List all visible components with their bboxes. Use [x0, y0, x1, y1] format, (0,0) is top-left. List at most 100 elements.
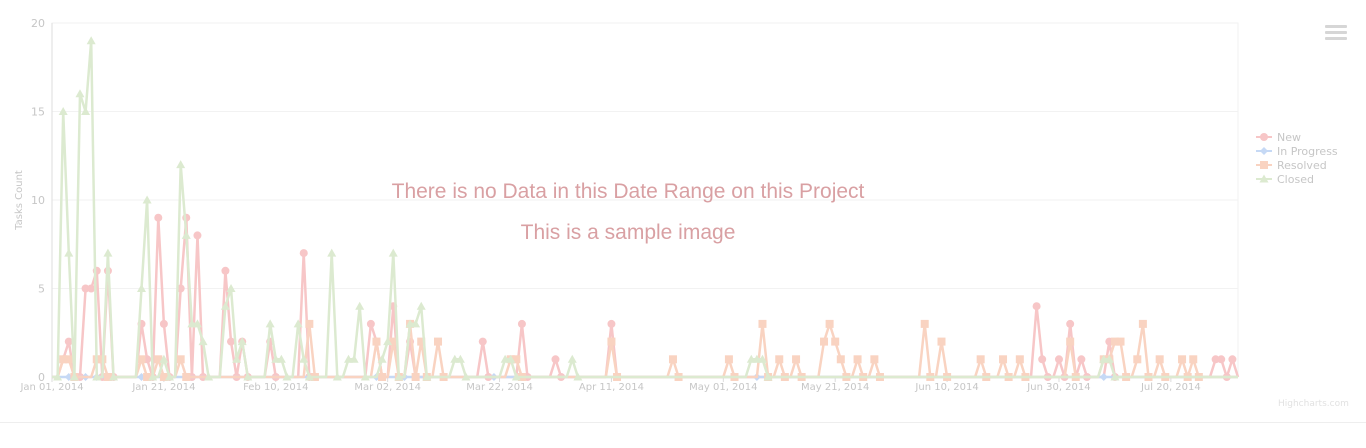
- data-point: [227, 337, 236, 346]
- data-point: [59, 355, 68, 364]
- data-point: [87, 284, 96, 293]
- data-point: [349, 354, 359, 363]
- data-point: [1038, 355, 1047, 364]
- no-data-message: There is no Data in this Date Range on t…: [391, 180, 865, 203]
- data-point: [1077, 355, 1086, 364]
- x-tick-label: Jun 30, 2014: [1026, 382, 1090, 393]
- data-point: [763, 372, 773, 381]
- y-tick-label: 10: [31, 194, 45, 207]
- data-point: [512, 355, 521, 364]
- data-point: [154, 355, 163, 364]
- legend-item-label: In Progress: [1277, 145, 1338, 158]
- data-point: [304, 372, 314, 381]
- legend-marker: [1259, 174, 1269, 183]
- data-point: [1189, 355, 1198, 364]
- data-point: [478, 337, 487, 346]
- bottom-divider: [0, 422, 1366, 423]
- data-point: [1015, 355, 1024, 364]
- data-point: [198, 337, 208, 346]
- data-point: [182, 373, 191, 381]
- data-point: [164, 372, 174, 381]
- data-point: [372, 337, 381, 346]
- data-point: [1110, 372, 1120, 381]
- y-tick-label: 5: [38, 283, 45, 296]
- menu-bar: [1325, 37, 1347, 40]
- data-point: [775, 355, 784, 364]
- data-point: [825, 319, 834, 328]
- data-point: [282, 372, 292, 381]
- data-point: [668, 355, 677, 364]
- data-point: [937, 337, 946, 346]
- data-point: [573, 372, 583, 381]
- data-point: [388, 248, 398, 257]
- data-point: [75, 89, 85, 98]
- y-tick-label: 15: [31, 106, 45, 119]
- data-point: [383, 337, 393, 346]
- data-point: [389, 337, 398, 346]
- data-point: [137, 284, 147, 292]
- data-point: [159, 373, 168, 381]
- data-point: [920, 319, 929, 328]
- data-point: [1211, 355, 1220, 364]
- series-plot-area: [52, 36, 1240, 381]
- menu-bar: [1325, 31, 1347, 34]
- data-point: [366, 319, 375, 328]
- x-tick-label: Apr 11, 2014: [579, 382, 644, 393]
- data-point: [517, 319, 526, 328]
- series-closed: [52, 36, 1238, 381]
- data-point: [154, 213, 163, 222]
- data-point: [64, 337, 73, 346]
- highcharts-credits-link[interactable]: Highcharts.com: [1278, 399, 1349, 409]
- x-tick-label: May 21, 2014: [801, 382, 869, 393]
- data-point: [1155, 355, 1164, 364]
- data-point: [265, 319, 275, 328]
- data-point: [853, 355, 862, 364]
- data-point: [53, 372, 63, 381]
- data-point: [411, 373, 420, 381]
- data-point: [724, 355, 733, 364]
- data-point: [109, 372, 119, 381]
- data-point: [1217, 355, 1226, 364]
- x-tick-label: May 01, 2014: [689, 382, 757, 393]
- data-point: [416, 301, 426, 310]
- data-point: [567, 354, 577, 363]
- data-point: [461, 372, 471, 381]
- data-point: [394, 372, 404, 381]
- data-point: [378, 373, 387, 381]
- data-point: [1054, 355, 1063, 364]
- data-point: [506, 354, 516, 363]
- data-point: [1110, 337, 1119, 346]
- data-point: [836, 355, 845, 364]
- data-point: [411, 319, 421, 328]
- data-point: [81, 284, 90, 293]
- data-point: [193, 231, 202, 240]
- legend-item-label: Closed: [1277, 173, 1314, 186]
- data-point: [999, 355, 1008, 364]
- x-tick-label: Mar 22, 2014: [466, 382, 533, 393]
- data-point: [103, 248, 113, 257]
- data-point: [820, 337, 829, 346]
- data-point: [1133, 355, 1142, 364]
- data-point: [192, 319, 202, 328]
- legend-item-label: Resolved: [1277, 159, 1327, 172]
- sample-image-note: This is a sample image: [520, 221, 736, 244]
- data-point: [327, 248, 337, 257]
- data-point: [220, 301, 230, 310]
- chart-context-menu-button[interactable]: [1325, 25, 1347, 43]
- data-point: [86, 36, 96, 45]
- data-point: [1104, 354, 1114, 363]
- legend-marker: [1260, 147, 1268, 155]
- data-point: [758, 319, 767, 328]
- data-point: [221, 266, 230, 275]
- data-point: [159, 354, 169, 363]
- data-point: [1138, 319, 1147, 328]
- data-point: [143, 373, 152, 381]
- data-point: [92, 372, 102, 381]
- data-point: [1066, 319, 1075, 328]
- x-tick-label: Jul 20, 2014: [1140, 382, 1201, 393]
- data-point: [243, 372, 253, 381]
- data-point: [159, 319, 168, 328]
- data-point: [299, 249, 308, 258]
- data-point: [204, 372, 214, 381]
